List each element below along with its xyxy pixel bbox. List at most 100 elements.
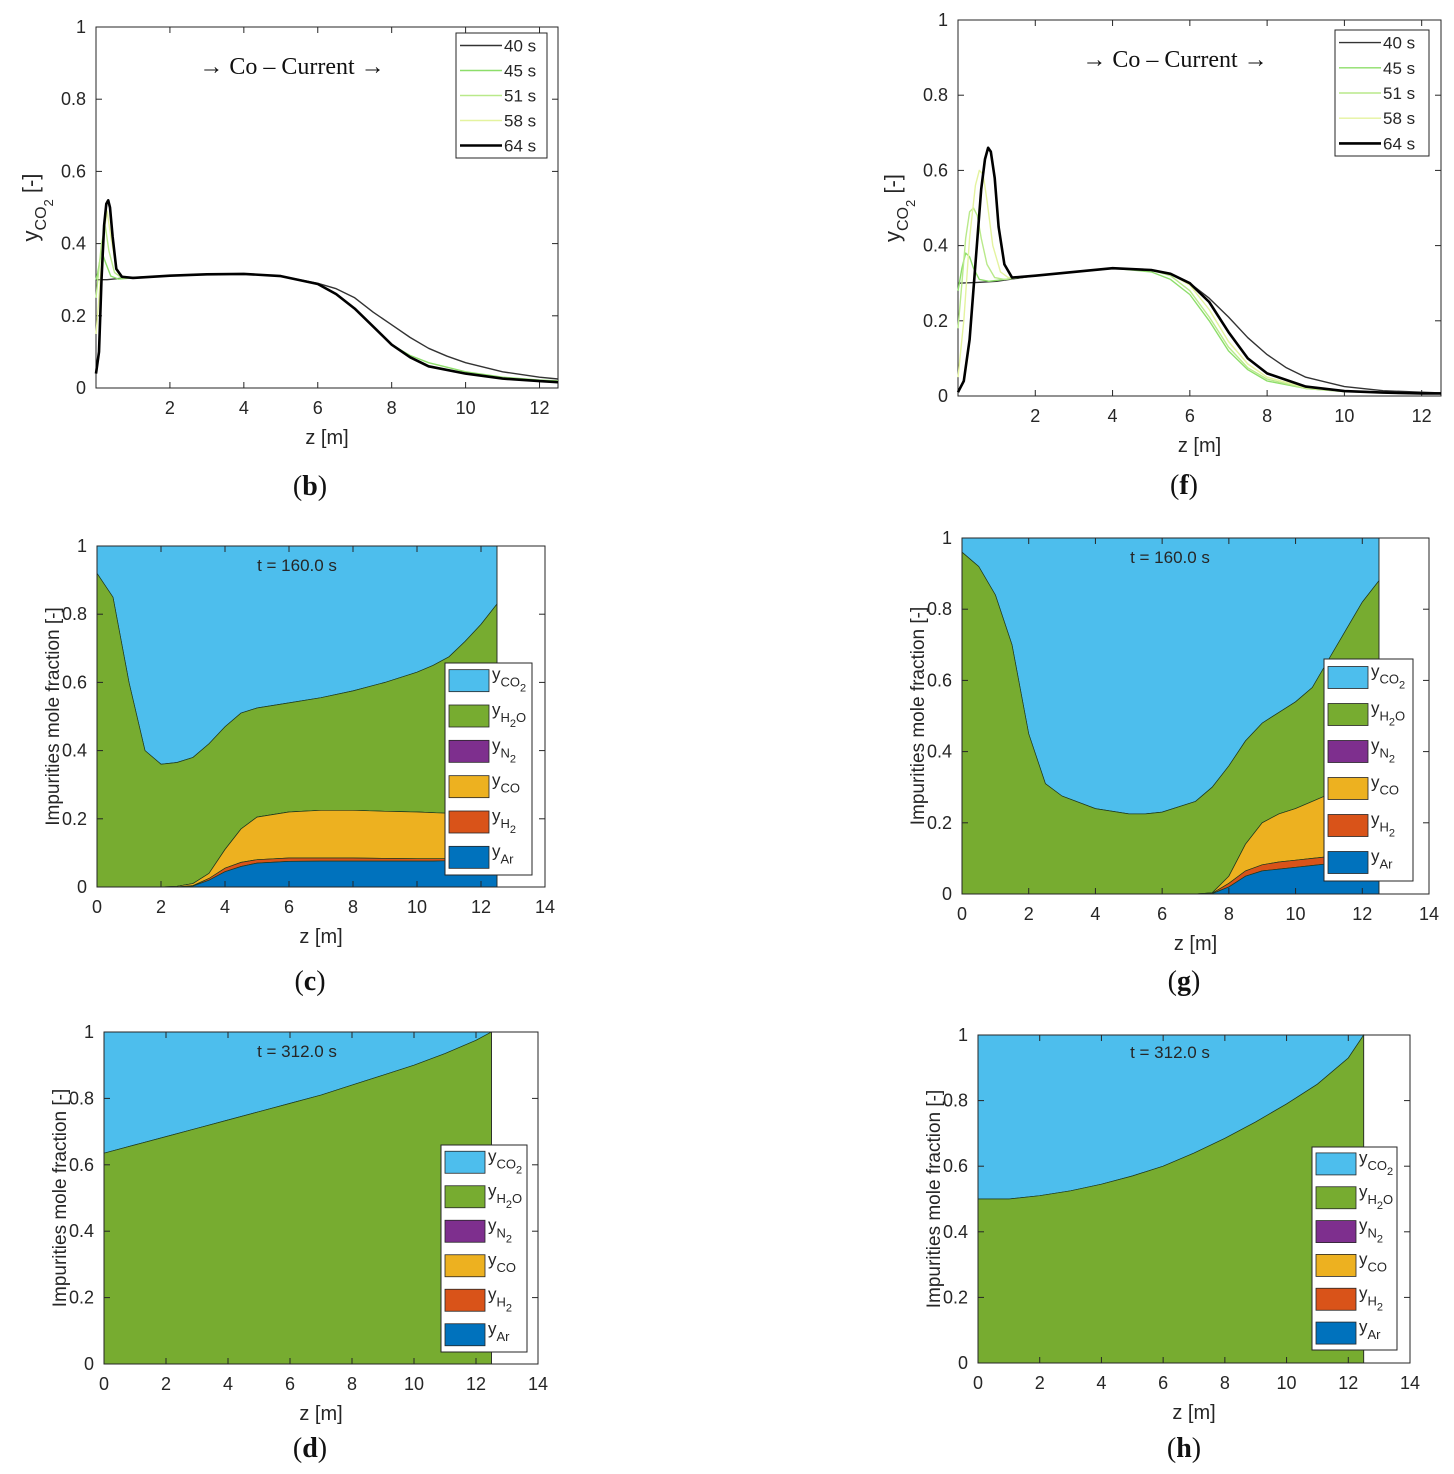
x-tick-label: 6 — [285, 1374, 295, 1394]
legend-label: yAr — [1359, 1317, 1381, 1342]
panel-caption: (f) — [1170, 470, 1198, 501]
series-line — [956, 146, 1441, 395]
x-tick-label: 10 — [1277, 1373, 1297, 1393]
panel-g: 0 2 4 6 8 10 12 14 0 0.2 0.4 0.6 0.8 1 z [m] Impurities… — [908, 528, 1439, 997]
y-axis-label: yCO2 [-] — [18, 174, 56, 242]
x-tick-label: 8 — [1224, 904, 1234, 924]
x-tick-label: 4 — [1108, 406, 1118, 426]
legend-swatch — [1315, 1186, 1357, 1210]
y-tick-label: 0.4 — [62, 741, 87, 761]
panel-caption: (c) — [294, 966, 325, 997]
y-tick-label: 0.2 — [62, 809, 87, 829]
legend-label: yH2 — [1371, 810, 1395, 840]
axes-box — [977, 1034, 1411, 1364]
series-line — [95, 210, 559, 383]
x-tick-label: 10 — [456, 398, 476, 418]
legend-label: yN2 — [1359, 1216, 1383, 1246]
y-tick-label: 0.8 — [61, 89, 86, 109]
y-tick-label: 0 — [77, 877, 87, 897]
x-tick-label: 14 — [1419, 904, 1439, 924]
legend-box — [440, 1144, 528, 1353]
x-tick-label: 12 — [530, 398, 550, 418]
legend-label: yCO — [1371, 773, 1399, 798]
panel-d: 0 2 4 6 8 10 12 14 0 0.2 0.4 0.6 0.8 1 z [m] Impurities… — [50, 1022, 548, 1464]
series-line — [957, 252, 1441, 395]
y-axis-label: Impurities mole fraction [-] — [50, 1089, 71, 1308]
legend-swatch — [1315, 1254, 1357, 1277]
y-tick-label: 0.2 — [943, 1287, 968, 1307]
y-tick-label: 0.8 — [943, 1091, 968, 1111]
y-tick-label: 0.2 — [923, 311, 948, 331]
x-tick-label: 6 — [1157, 904, 1167, 924]
legend-label: 51 s — [504, 87, 536, 106]
x-tick-label: 10 — [407, 897, 427, 917]
y-tick-label: 0.8 — [62, 604, 87, 624]
legend-swatch — [1315, 1220, 1357, 1243]
series-line — [957, 169, 1441, 395]
legend-label: yH2O — [1371, 699, 1405, 729]
legend-swatch — [444, 1323, 486, 1347]
time-annotation: t = 160.0 s — [257, 556, 337, 575]
y-axis-label: Impurities mole fraction [-] — [924, 1090, 945, 1309]
x-tick-label: 2 — [156, 897, 166, 917]
legend-swatch — [444, 1219, 486, 1243]
x-axis-label: z [m] — [1174, 933, 1217, 955]
axes-box — [95, 26, 559, 389]
x-tick-label: 14 — [528, 1374, 548, 1394]
x-tick-label: 6 — [1185, 406, 1195, 426]
legend-swatch — [444, 1288, 486, 1312]
legend-label: yCO — [492, 771, 520, 796]
legend-swatch — [1327, 666, 1369, 689]
x-tick-label: 4 — [1096, 1373, 1106, 1393]
y-tick-label: 0.8 — [927, 599, 952, 619]
time-annotation: t = 312.0 s — [1130, 1043, 1210, 1062]
x-tick-label: 2 — [1024, 904, 1034, 924]
x-axis-label: z [m] — [305, 427, 348, 449]
legend-swatch — [1327, 851, 1369, 874]
x-tick-label: 4 — [1090, 904, 1100, 924]
legend-label: 45 s — [1383, 59, 1415, 78]
x-tick-label: 0 — [957, 904, 967, 924]
legend-swatch — [1327, 703, 1369, 726]
panel-caption: (h) — [1167, 1433, 1201, 1464]
y-tick-label: 0 — [938, 386, 948, 406]
y-axis-label: Impurities mole fraction [-] — [43, 607, 64, 826]
x-tick-label: 6 — [1158, 1373, 1168, 1393]
y-tick-label: 1 — [76, 17, 86, 37]
x-tick-label: 12 — [466, 1374, 486, 1394]
legend-box — [444, 662, 533, 876]
x-tick-label: 12 — [1412, 406, 1432, 426]
legend-swatch — [444, 1254, 486, 1278]
x-tick-label: 2 — [1035, 1373, 1045, 1393]
legend-label: yN2 — [488, 1215, 512, 1245]
y-tick-label: 1 — [84, 1022, 94, 1042]
legend-swatch — [1315, 1321, 1357, 1345]
time-annotation: t = 312.0 s — [257, 1042, 337, 1061]
legend-label: yH2 — [488, 1284, 512, 1314]
legend-label: yCO — [488, 1250, 516, 1275]
axes-box — [961, 537, 1430, 895]
legend-label: 45 s — [504, 62, 536, 81]
x-axis-label: z [m] — [299, 1403, 342, 1425]
axes-box — [96, 545, 546, 888]
legend-label: yAr — [488, 1319, 510, 1344]
series-line — [957, 267, 1442, 394]
panel-b: 2 4 6 8 10 12 0 0.2 0.4 0.6 0.8 1 z [m] yCO2 [-] → Co … — [18, 17, 559, 502]
legend-swatch — [448, 669, 490, 693]
x-tick-label: 0 — [99, 1374, 109, 1394]
y-tick-label: 0.8 — [923, 85, 948, 105]
legend-label: yN2 — [492, 735, 516, 765]
axes-box — [103, 1031, 539, 1365]
y-tick-label: 0.6 — [927, 670, 952, 690]
panel-h: 0 2 4 6 8 10 12 14 0 0.2 0.4 0.6 0.8 1 z [m] Impurities… — [924, 1025, 1420, 1464]
legend-swatch — [444, 1185, 486, 1209]
legend-label: 58 s — [1383, 109, 1415, 128]
legend-label: yH2O — [1359, 1182, 1393, 1212]
legend-swatch — [448, 775, 490, 799]
x-tick-label: 2 — [161, 1374, 171, 1394]
legend-swatch — [448, 704, 490, 728]
y-tick-label: 0.2 — [927, 813, 952, 833]
time-annotation: t = 160.0 s — [1130, 548, 1210, 567]
legend-label: yCO2 — [1371, 662, 1405, 692]
legend-swatch — [448, 845, 490, 869]
